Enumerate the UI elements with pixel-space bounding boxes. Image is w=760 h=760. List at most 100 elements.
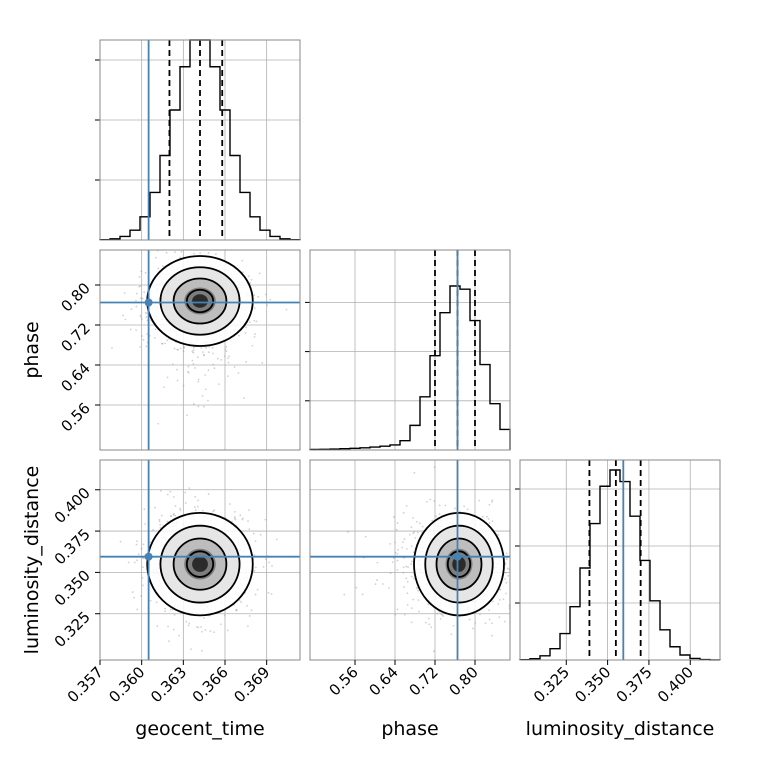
sample-point	[242, 271, 244, 274]
y-tick-label: 0.80	[57, 279, 93, 315]
sample-point	[154, 256, 157, 259]
sample-point	[402, 566, 405, 569]
sample-point	[491, 634, 494, 637]
sample-point	[410, 607, 413, 609]
sample-point	[219, 623, 222, 626]
sample-point	[229, 231, 231, 233]
sample-point	[241, 259, 244, 262]
y-tick-label: 0.325	[51, 608, 94, 651]
sample-point	[185, 620, 188, 623]
sample-point	[436, 612, 439, 615]
x-tick-label: 0.325	[530, 663, 573, 706]
sample-point	[396, 608, 399, 611]
sample-point	[144, 271, 147, 274]
sample-point	[204, 388, 207, 391]
sample-point	[179, 509, 182, 512]
hist-panel-phase	[305, 249, 511, 451]
sample-point	[146, 312, 148, 315]
sample-point	[511, 572, 513, 574]
contour-line	[172, 537, 228, 591]
sample-point	[226, 375, 229, 378]
sample-point	[468, 618, 471, 621]
scatter-panel-geocent_time-phase	[99, 231, 301, 451]
sample-point	[174, 247, 176, 249]
sample-point	[488, 503, 491, 506]
sample-point	[257, 295, 260, 298]
sample-point	[413, 577, 415, 580]
sample-point	[255, 320, 258, 323]
sample-point	[402, 571, 405, 574]
sample-point	[389, 542, 392, 545]
density-layer	[119, 487, 278, 652]
sample-point	[176, 368, 179, 371]
sample-point	[211, 347, 214, 349]
sample-point	[142, 566, 144, 569]
sample-point	[438, 504, 441, 507]
sample-point	[253, 554, 256, 556]
sample-point	[267, 591, 270, 594]
sample-point	[142, 338, 145, 341]
sample-point	[145, 316, 148, 318]
scatter-panel-geocent_time-luminosity_distance	[99, 459, 301, 661]
sample-point	[136, 559, 138, 562]
sample-point	[144, 522, 147, 525]
sample-point	[140, 595, 142, 598]
sample-point	[234, 518, 237, 521]
sample-point	[248, 528, 251, 531]
sample-point	[159, 490, 162, 492]
sample-point	[403, 613, 406, 616]
sample-point	[111, 346, 113, 349]
sample-point	[246, 625, 249, 628]
scatter-panel-phase-luminosity_distance	[309, 459, 518, 661]
sample-point	[376, 579, 378, 581]
sample-point	[165, 251, 168, 254]
sample-point	[516, 570, 518, 572]
sample-point	[180, 250, 183, 253]
sample-point	[484, 622, 487, 625]
sample-point	[410, 575, 413, 578]
y-axis-label: phase	[21, 321, 43, 378]
sample-point	[487, 518, 490, 520]
sample-point	[161, 342, 163, 345]
sample-point	[505, 581, 508, 584]
sample-point	[361, 593, 364, 596]
sample-point	[172, 513, 175, 516]
sample-point	[176, 379, 179, 382]
x-axis-label: geocent_time	[135, 718, 264, 740]
density-layer	[343, 466, 518, 653]
sample-point	[250, 609, 253, 612]
sample-point	[195, 625, 198, 628]
sample-point	[396, 522, 399, 524]
sample-point	[412, 532, 415, 535]
sample-point	[214, 253, 217, 256]
sample-point	[220, 359, 223, 361]
sample-point	[197, 380, 200, 383]
sample-point	[396, 568, 399, 571]
sample-point	[245, 361, 248, 363]
histogram-luminosity_distance	[519, 469, 721, 661]
sample-point	[235, 608, 238, 611]
sample-point	[492, 600, 494, 603]
sample-point	[504, 563, 507, 566]
sample-point	[155, 601, 158, 604]
sample-point	[130, 308, 133, 311]
sample-point	[159, 527, 162, 529]
panel-frame	[309, 459, 511, 661]
sample-point	[182, 384, 185, 387]
sample-point	[237, 372, 240, 374]
sample-point	[450, 633, 453, 636]
sample-point	[159, 523, 162, 526]
sample-point	[228, 355, 231, 358]
sample-point	[481, 515, 484, 518]
sample-point	[164, 610, 166, 613]
sample-point	[213, 247, 215, 249]
sample-point	[499, 588, 501, 591]
sample-point	[406, 592, 409, 595]
sample-point	[405, 548, 408, 550]
x-tick-label: 0.64	[365, 663, 401, 699]
sample-point	[188, 487, 191, 490]
sample-point	[426, 500, 428, 503]
sample-point	[167, 625, 169, 628]
sample-point	[396, 559, 399, 562]
sample-point	[157, 267, 160, 270]
